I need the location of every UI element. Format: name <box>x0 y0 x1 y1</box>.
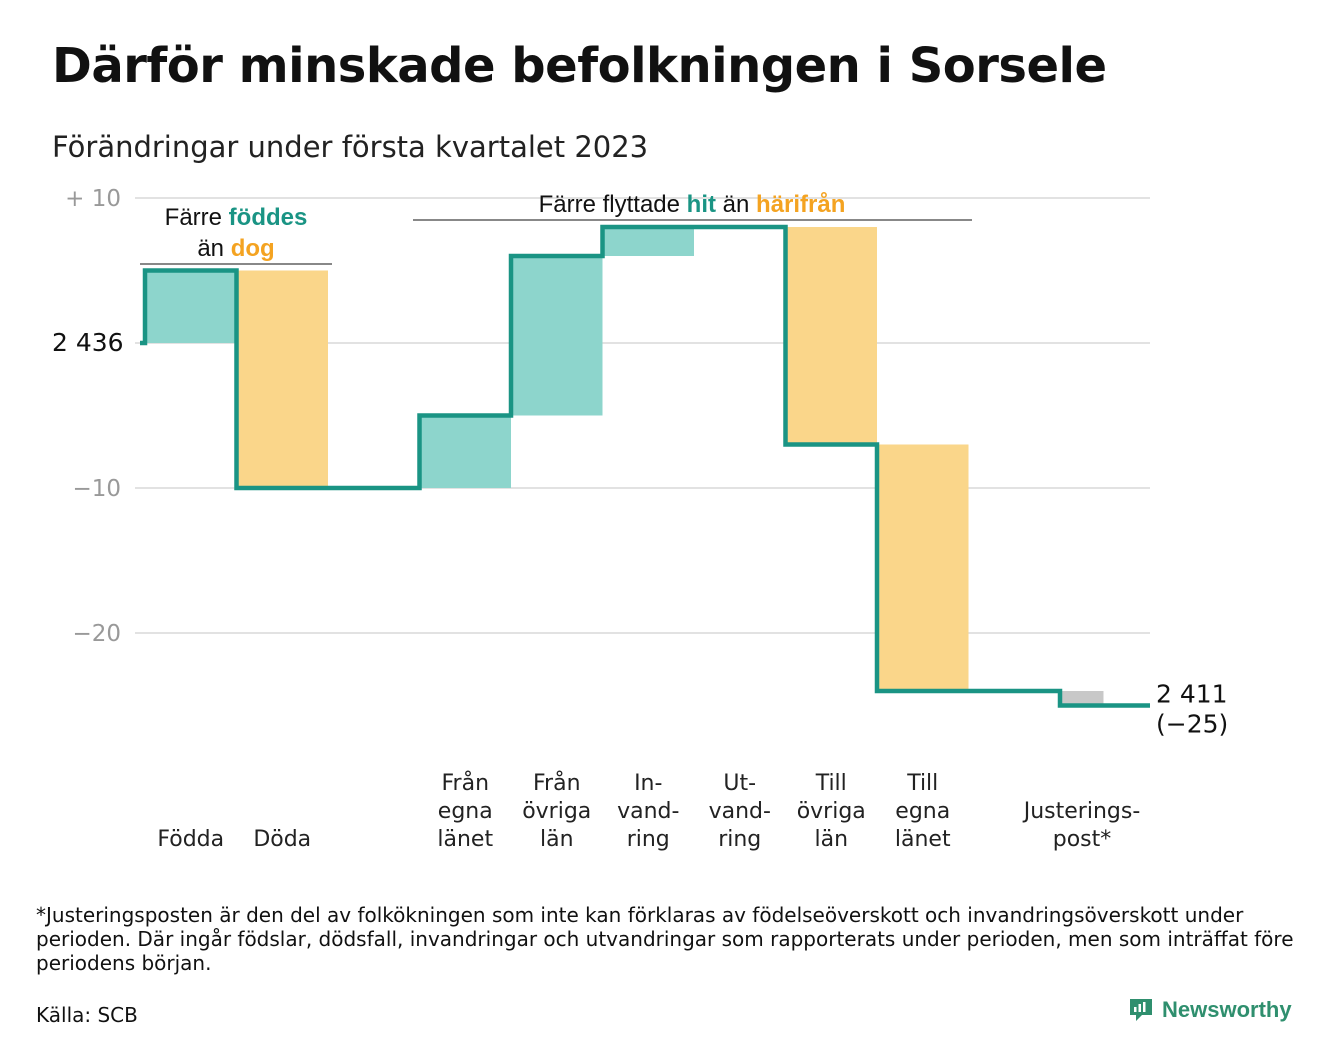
annotation-part: dog <box>231 235 275 262</box>
annotation-part: Färre flyttade <box>539 191 687 218</box>
annotation-text: Färre föddes <box>165 204 308 231</box>
category-label: Till <box>815 771 847 796</box>
category-label: län <box>814 827 848 852</box>
category-label: länet <box>895 827 951 852</box>
bar <box>236 270 328 488</box>
annotation-part: än <box>716 191 756 218</box>
category-label: ring <box>627 827 670 852</box>
annotation-text: Färre flyttade hit än härifrån <box>539 191 846 218</box>
waterfall-chart: + 10 −10 −20 Färre föddes än dog Färre flytt… <box>52 186 1228 852</box>
category-label: ring <box>718 827 761 852</box>
category-label: Till <box>906 771 938 796</box>
category-label: övriga <box>797 799 866 824</box>
annotation-part: hit <box>687 191 716 218</box>
end-change-label: (−25) <box>1156 710 1228 739</box>
category-label: egna <box>438 799 493 824</box>
category-label: Från <box>441 770 489 796</box>
end-labels: 2 436 2 411(−25) <box>52 328 1228 739</box>
bars <box>145 227 1104 706</box>
category-label: övriga <box>522 799 591 824</box>
brand-logo: Newsworthy <box>1128 997 1292 1023</box>
chart-subtitle: Förändringar under första kvartalet 2023 <box>52 130 649 164</box>
category-label: Döda <box>253 827 311 852</box>
annotation-part: härifrån <box>756 191 845 218</box>
y-axis-ticks: + 10 −10 −20 <box>65 186 121 647</box>
cumulative-line-group <box>140 224 1150 708</box>
category-label: post* <box>1053 827 1112 852</box>
footnote: *Justeringsposten är den del av folkökni… <box>36 903 1294 975</box>
y-tick-label: + 10 <box>65 186 121 212</box>
cumulative-line <box>140 224 1150 708</box>
category-label: Ut- <box>723 771 756 796</box>
annotation-part: Färre <box>165 204 229 231</box>
category-label: In- <box>634 771 662 796</box>
grid-lines <box>135 197 1150 634</box>
bar <box>145 270 237 343</box>
category-label: länet <box>437 827 493 852</box>
chart-title: Därför minskade befolkningen i Sorsele <box>52 38 1107 94</box>
annotation-text: än dog <box>197 235 274 262</box>
bar <box>785 227 877 445</box>
start-value-label: 2 436 <box>52 328 124 357</box>
y-tick-label: −10 <box>72 476 121 502</box>
bar <box>511 256 603 416</box>
annotation-part: föddes <box>229 204 308 231</box>
category-label: Födda <box>157 827 224 852</box>
annotation-part: än <box>197 235 230 262</box>
category-label: Från <box>533 770 581 796</box>
brand-name: Newsworthy <box>1162 997 1292 1022</box>
category-label: vand- <box>709 799 771 824</box>
bar <box>419 415 511 488</box>
category-label: egna <box>895 799 950 824</box>
category-label: Justerings- <box>1022 799 1141 824</box>
category-label: vand- <box>617 799 679 824</box>
end-value-label: 2 411 <box>1156 680 1228 709</box>
newsworthy-icon <box>1130 999 1152 1021</box>
annotations: Färre föddes än dog Färre flyttade hit än … <box>140 191 972 265</box>
bar <box>1062 691 1104 706</box>
bar <box>602 227 694 256</box>
category-labels: Födda Döda Från egna länet Från övriga län In-va… <box>157 770 1140 852</box>
y-tick-label: −20 <box>72 621 121 647</box>
category-label: län <box>540 827 574 852</box>
source-label: Källa: SCB <box>36 1003 138 1027</box>
bar <box>877 444 969 691</box>
